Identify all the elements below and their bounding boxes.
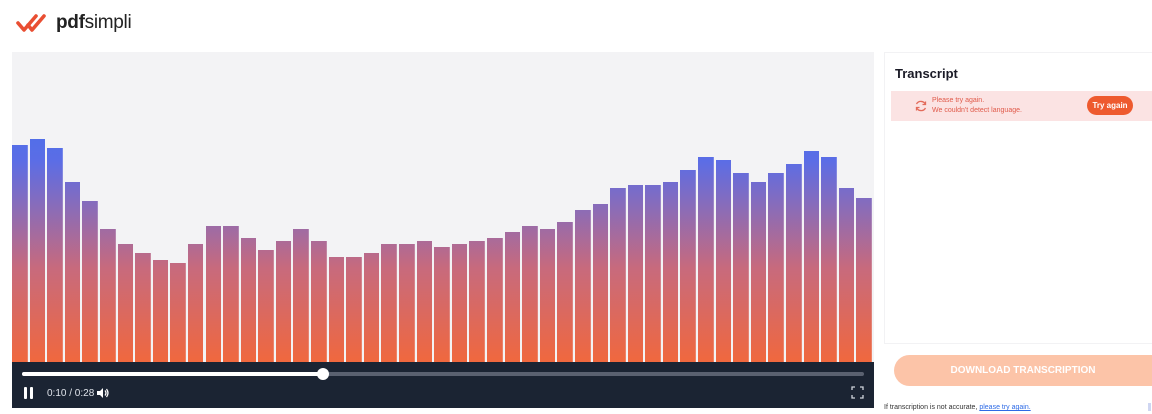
try-again-button[interactable]: Try again xyxy=(1087,96,1133,115)
player-controls: 0:10 / 0:28 xyxy=(12,362,874,408)
waveform-bar xyxy=(786,164,802,362)
waveform-bar xyxy=(152,260,169,362)
waveform-bar xyxy=(838,188,855,362)
waveform-bar xyxy=(12,145,28,362)
waveform-bar xyxy=(803,151,820,362)
waveform-bar xyxy=(416,241,433,362)
waveform-bar xyxy=(399,244,415,362)
waveform-bar xyxy=(29,139,46,362)
error-alert: Please try again. We couldn't detect lan… xyxy=(891,91,1152,121)
waveform-bar xyxy=(522,226,538,362)
seek-bar-thumb[interactable] xyxy=(316,368,329,380)
seek-bar-progress xyxy=(22,372,323,376)
transcript-title: Transcript xyxy=(895,66,958,81)
waveform-bar xyxy=(135,253,151,362)
waveform-bar xyxy=(381,244,397,362)
waveform-bar xyxy=(486,238,503,362)
waveform-bar xyxy=(469,241,485,362)
waveform-bar xyxy=(311,241,327,362)
waveform-bar xyxy=(240,238,257,362)
pdfsimpli-logo[interactable]: pdfsimpli xyxy=(16,10,132,36)
waveform-bar xyxy=(328,257,345,362)
waveform-bar xyxy=(715,160,732,362)
audio-visualizer xyxy=(12,52,874,362)
waveform-bar xyxy=(64,182,81,362)
transcript-panel: Transcript Please try again. We couldn't… xyxy=(884,52,1152,344)
waveform-bar xyxy=(592,204,609,362)
waveform-bar xyxy=(539,229,556,362)
waveform-bar xyxy=(82,201,98,362)
fullscreen-button[interactable] xyxy=(851,386,864,404)
error-message-line2: We couldn't detect language. xyxy=(932,107,1022,114)
logo-wordmark: pdfsimpli xyxy=(56,12,132,33)
waveform-bar xyxy=(680,170,697,362)
volume-button[interactable] xyxy=(96,386,110,405)
waveform-bar xyxy=(223,226,239,362)
waveform-bar xyxy=(557,222,573,362)
waveform-bar xyxy=(662,182,679,362)
waveform-bar xyxy=(170,263,186,362)
audio-player: 0:10 / 0:28 xyxy=(12,52,874,408)
waveform-bar xyxy=(275,241,292,362)
time-display: 0:10 / 0:28 xyxy=(47,388,95,399)
seek-bar[interactable] xyxy=(22,368,864,380)
accuracy-note: If transcription is not accurate, please… xyxy=(884,404,1031,411)
waveform-bar xyxy=(856,198,872,362)
waveform-bar xyxy=(205,226,222,362)
double-check-logo-icon xyxy=(16,14,46,32)
download-transcription-button[interactable]: DOWNLOAD TRANSCRIPTION xyxy=(894,355,1152,386)
waveform-bar xyxy=(750,182,767,362)
waveform-bar xyxy=(346,257,362,362)
volume-icon xyxy=(97,388,109,398)
waveform-bar xyxy=(47,148,63,362)
waveform-bar xyxy=(821,157,837,362)
waveform-bar xyxy=(504,232,521,362)
waveform-bar xyxy=(733,173,749,362)
refresh-icon xyxy=(915,100,927,112)
waveform-bar xyxy=(451,244,468,362)
error-message-line1: Please try again. xyxy=(932,97,985,104)
waveform-bar xyxy=(434,247,450,362)
waveform-bar xyxy=(293,229,310,362)
waveform-bar xyxy=(610,188,626,362)
waveform-bar xyxy=(258,250,274,362)
waveform-bar xyxy=(645,185,661,362)
waveform-bar xyxy=(698,157,714,362)
waveform-bar xyxy=(99,229,116,362)
waveform-bar xyxy=(187,244,204,362)
fullscreen-icon xyxy=(851,386,864,399)
waveform-bar xyxy=(363,253,380,362)
retry-link[interactable]: please try again. xyxy=(979,404,1031,411)
scroll-indicator xyxy=(1148,403,1151,411)
waveform-bar xyxy=(768,173,785,362)
pause-icon xyxy=(24,387,27,399)
waveform-bar xyxy=(627,185,644,362)
waveform-bar xyxy=(574,210,591,362)
waveform-bar xyxy=(117,244,134,362)
pause-button[interactable] xyxy=(24,387,36,401)
